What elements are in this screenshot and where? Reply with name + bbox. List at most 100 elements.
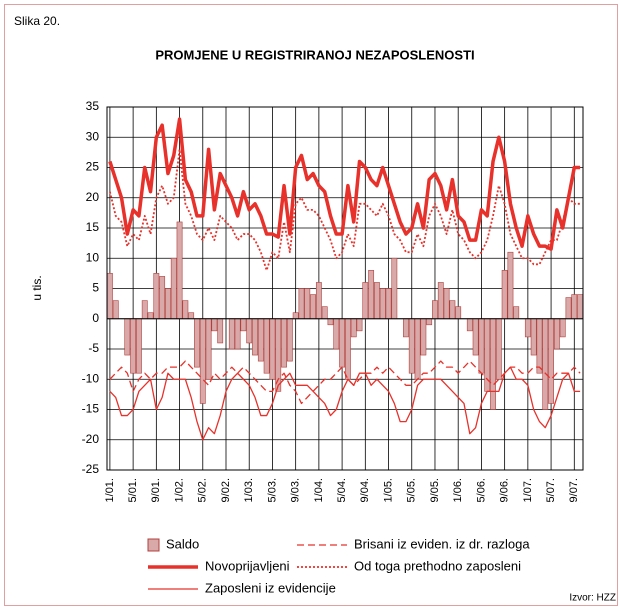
bar bbox=[298, 288, 305, 320]
y-axis-label: u tis. bbox=[30, 275, 44, 300]
bar bbox=[530, 318, 537, 356]
bar bbox=[478, 318, 485, 374]
y-tick-label: -15 bbox=[82, 402, 100, 416]
y-tick-label: 15 bbox=[86, 220, 100, 234]
bar bbox=[188, 312, 195, 320]
line-series bbox=[109, 366, 581, 441]
bar bbox=[228, 318, 235, 350]
bar bbox=[141, 300, 148, 320]
bar bbox=[443, 288, 450, 320]
bar bbox=[565, 297, 572, 320]
bar bbox=[403, 318, 409, 338]
bar bbox=[379, 288, 386, 320]
y-tick-label: 25 bbox=[86, 160, 100, 174]
y-tick-label: -5 bbox=[88, 341, 99, 355]
bar bbox=[571, 294, 578, 320]
bar bbox=[420, 318, 427, 356]
chart-title: PROMJENE U REGISTRIRANOJ NEZAPOSLENOSTI bbox=[155, 47, 474, 62]
bar bbox=[391, 257, 398, 320]
bar bbox=[437, 282, 444, 320]
bar bbox=[112, 300, 119, 320]
bar bbox=[414, 318, 421, 380]
figure-label: Slika 20. bbox=[14, 14, 60, 28]
bar bbox=[286, 318, 293, 362]
line-series bbox=[109, 148, 581, 272]
bar bbox=[344, 318, 351, 380]
x-tick-label: 1/01. bbox=[104, 478, 116, 502]
bar bbox=[368, 270, 375, 320]
x-tick-label: 5/07. bbox=[545, 478, 557, 502]
bar bbox=[147, 312, 154, 320]
x-tick-label: 9/04. bbox=[359, 478, 371, 502]
line-series bbox=[109, 360, 581, 405]
x-tick-label: 1/06. bbox=[452, 478, 464, 502]
bar bbox=[374, 282, 380, 320]
bar bbox=[542, 318, 549, 410]
bar bbox=[408, 318, 415, 374]
bar bbox=[124, 318, 131, 356]
bar bbox=[490, 318, 496, 410]
bar bbox=[153, 273, 160, 320]
bar bbox=[385, 288, 392, 320]
bar bbox=[159, 276, 166, 320]
y-tick-label: -25 bbox=[82, 462, 100, 476]
bar bbox=[559, 318, 566, 338]
bar bbox=[362, 282, 369, 320]
bar bbox=[199, 318, 206, 404]
bar bbox=[426, 318, 433, 326]
bar bbox=[165, 288, 171, 320]
y-tick-label: 0 bbox=[92, 311, 99, 325]
bar bbox=[269, 318, 276, 380]
bar bbox=[194, 318, 200, 368]
bar bbox=[472, 318, 479, 356]
bar bbox=[577, 294, 584, 320]
legend-label: Zaposleni iz evidencije bbox=[205, 580, 336, 595]
x-tick-label: 5/06. bbox=[475, 478, 487, 502]
bar bbox=[263, 318, 270, 374]
y-tick-label: 10 bbox=[86, 250, 100, 264]
bar bbox=[292, 312, 299, 320]
bar bbox=[449, 300, 456, 320]
bar bbox=[136, 318, 142, 374]
bar bbox=[106, 273, 113, 320]
bar bbox=[495, 318, 502, 380]
source: Izvor: HZZ bbox=[569, 593, 616, 604]
y-tick-label: 35 bbox=[86, 99, 100, 113]
x-tick-label: 1/03. bbox=[243, 478, 255, 502]
bar bbox=[281, 318, 287, 368]
bar bbox=[333, 318, 340, 350]
plot-border bbox=[106, 106, 584, 471]
bar bbox=[176, 221, 183, 320]
bar bbox=[257, 318, 264, 362]
x-tick-label: 5/05. bbox=[406, 478, 418, 502]
x-tick-label: 9/01. bbox=[150, 478, 162, 502]
bar bbox=[252, 318, 258, 356]
bar bbox=[553, 318, 560, 350]
legend-label: Novoprijavljeni bbox=[205, 558, 290, 573]
bar bbox=[310, 294, 316, 320]
bar bbox=[548, 318, 554, 404]
bar bbox=[524, 318, 531, 338]
legend-label: Od toga prethodno zaposleni bbox=[354, 558, 521, 573]
bar bbox=[513, 306, 520, 320]
x-tick-label: 1/05. bbox=[382, 478, 394, 502]
bar bbox=[432, 300, 438, 320]
x-tick-label: 1/02. bbox=[173, 478, 185, 502]
legend-swatch bbox=[147, 538, 160, 552]
bar bbox=[205, 318, 212, 380]
y-tick-label: 20 bbox=[86, 190, 100, 204]
x-tick-label: 1/04. bbox=[313, 478, 325, 502]
x-tick-label: 5/03. bbox=[266, 478, 278, 502]
bar bbox=[350, 318, 357, 338]
bar bbox=[327, 318, 334, 326]
bar bbox=[240, 318, 247, 332]
bar bbox=[356, 318, 363, 332]
legend-label: Brisani iz eviden. iz dr. razloga bbox=[354, 536, 530, 551]
line-series bbox=[108, 117, 581, 251]
bar bbox=[211, 318, 218, 332]
x-tick-label: 9/05. bbox=[429, 478, 441, 502]
bar bbox=[339, 318, 346, 368]
y-tick-label: -10 bbox=[82, 371, 100, 385]
x-tick-label: 9/07. bbox=[568, 478, 580, 502]
x-tick-label: 9/02. bbox=[220, 478, 232, 502]
